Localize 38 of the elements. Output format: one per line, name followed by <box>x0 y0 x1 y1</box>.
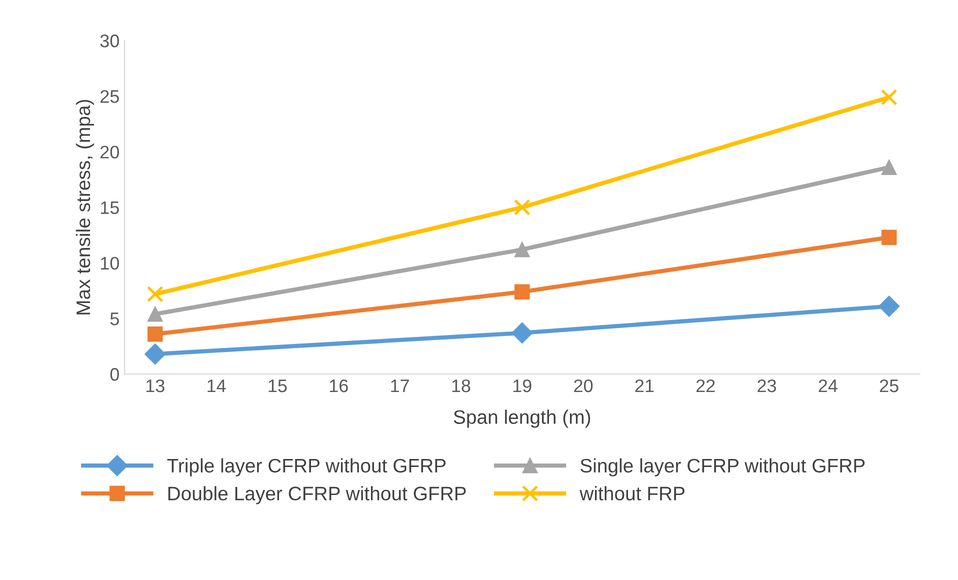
legend-label: Triple layer CFRP without GFRP <box>167 458 446 476</box>
x-tick-label: 20 <box>574 379 593 392</box>
y-tick-label: 15 <box>100 201 119 214</box>
x-tick-label: 13 <box>146 379 164 392</box>
x-tick-label: 18 <box>452 379 470 392</box>
x-tick-label: 21 <box>635 379 654 392</box>
x-tick-label: 25 <box>880 379 898 392</box>
point <box>514 242 530 258</box>
x-axis-title: Span length (m) <box>454 410 590 428</box>
point <box>881 160 897 175</box>
point <box>514 199 530 216</box>
point <box>146 286 164 302</box>
x-tick-label: 14 <box>208 380 226 392</box>
x-tick-label: 15 <box>268 380 287 392</box>
x-tick-label: 17 <box>391 380 409 392</box>
x-tick-label: 22 <box>696 379 715 392</box>
y-tick-label: 5 <box>110 312 119 326</box>
point <box>144 344 166 365</box>
legend-label: Single layer CFRP without GFRP <box>580 458 865 476</box>
point <box>147 306 163 322</box>
x-tick-label: 24 <box>818 379 838 392</box>
y-axis-title: Max tensile stress, (mpa) <box>76 100 94 314</box>
x-tick-label: 19 <box>513 379 532 392</box>
x-tick-label: 16 <box>330 379 348 392</box>
y-tick-label: 30 <box>100 34 119 48</box>
point <box>512 322 533 344</box>
point <box>147 326 163 342</box>
point <box>514 284 530 300</box>
legend-label: Double Layer CFRP without GFRP <box>168 486 466 504</box>
x-tick-label: 23 <box>758 379 776 392</box>
point <box>878 296 900 317</box>
y-tick-label: 10 <box>100 256 119 270</box>
y-tick-label: 0 <box>110 368 119 381</box>
legend-label: without FRP <box>580 486 684 500</box>
y-tick-label: 25 <box>100 90 119 103</box>
y-tick-label: 20 <box>100 146 119 158</box>
point <box>880 89 898 106</box>
point <box>881 230 897 246</box>
